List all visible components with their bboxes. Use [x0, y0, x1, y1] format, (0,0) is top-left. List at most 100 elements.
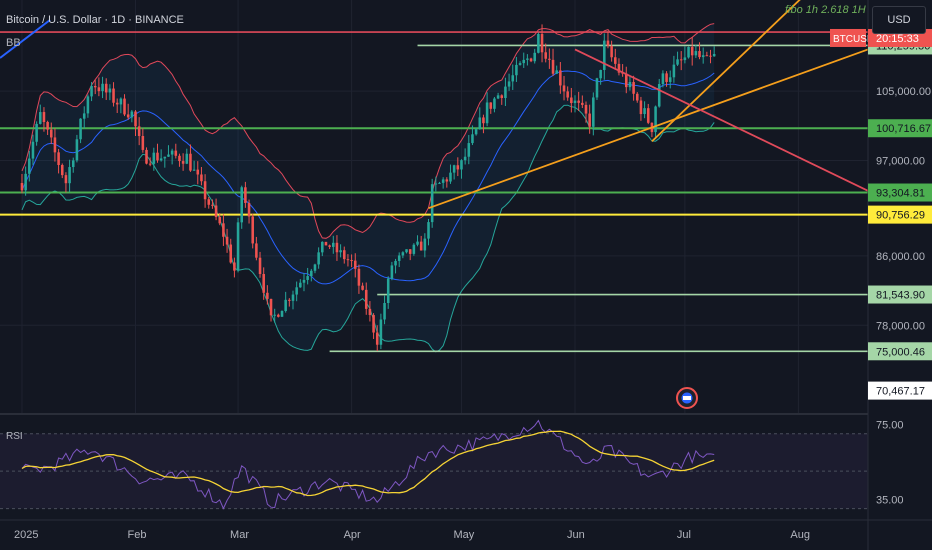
candle-body — [676, 59, 679, 65]
currency-button[interactable]: USD — [872, 6, 926, 34]
candle-body — [474, 129, 478, 135]
horizontal-levels — [0, 31, 868, 353]
candle-body — [445, 179, 449, 182]
candle-body — [247, 202, 251, 217]
candle-body — [584, 104, 588, 114]
candle-body — [306, 276, 309, 280]
rsi-background — [0, 415, 868, 518]
candle-body — [90, 85, 93, 97]
candle-body — [60, 164, 64, 176]
candle-body — [244, 187, 247, 203]
candle-body — [679, 59, 683, 61]
candle-body — [225, 236, 229, 245]
price-labels: 110,259.36100,716.6793,304.8190,756.2981… — [830, 28, 932, 400]
candle-body — [181, 161, 185, 164]
candle-body — [196, 169, 200, 175]
trendlines — [0, 0, 869, 210]
price-tick-label: 86,000.00 — [876, 251, 925, 263]
candle-body — [68, 167, 71, 184]
candle-body — [368, 308, 372, 316]
candle-body — [507, 81, 511, 87]
candle-body — [562, 85, 566, 92]
rsi-tick-label: 35.00 — [876, 494, 904, 506]
candle-body — [588, 113, 591, 127]
symbol-title: Bitcoin / U.S. Dollar · 1D · BINANCE — [6, 14, 184, 26]
candle-body — [456, 165, 460, 170]
candle-body — [712, 53, 716, 57]
candle-body — [269, 298, 273, 316]
candle-body — [504, 86, 507, 99]
time-tick-label: Apr — [344, 529, 361, 541]
candle-body — [258, 257, 262, 274]
candle-body — [240, 187, 244, 223]
level-price-text: 70,467.17 — [876, 386, 925, 398]
candle-body — [178, 155, 181, 162]
candle-body — [573, 100, 577, 104]
candle-body — [20, 183, 24, 191]
candle-body — [288, 299, 291, 301]
candle-body — [170, 150, 174, 155]
candle-body — [266, 292, 269, 299]
level-price-text: 100,716.67 — [876, 123, 931, 135]
candle-body — [42, 112, 46, 122]
candle-body — [82, 113, 86, 119]
candle-body — [701, 55, 705, 58]
candle-body — [551, 59, 555, 74]
candle-body — [515, 64, 518, 76]
candle-body — [639, 100, 643, 115]
candle-body — [284, 299, 287, 312]
rsi-line — [21, 419, 715, 510]
candle-body — [324, 241, 328, 246]
candle-body — [438, 182, 441, 184]
candle-body — [654, 106, 657, 133]
candle-body — [174, 150, 178, 156]
candle-body — [496, 95, 500, 99]
candle-body — [222, 223, 225, 237]
candle-body — [672, 64, 676, 78]
level-price-tag — [868, 381, 932, 400]
candle-body — [112, 88, 115, 103]
candle-body — [185, 153, 189, 164]
candle-body — [416, 241, 419, 245]
news-badge-icon[interactable] — [676, 387, 698, 409]
candle-body — [632, 82, 635, 94]
candle-body — [614, 57, 617, 64]
rsi-indicator-label[interactable]: RSI — [6, 431, 23, 442]
candle-body — [540, 33, 544, 53]
candle-body — [152, 152, 156, 164]
candle-body — [529, 58, 533, 62]
bb-indicator-label[interactable]: BB — [6, 37, 21, 49]
candle-body — [342, 250, 346, 260]
candle-body — [229, 244, 233, 263]
candle-body — [255, 243, 258, 258]
time-tick-label: Aug — [790, 529, 810, 541]
candle-body — [548, 58, 551, 60]
time-tick-label: Jun — [567, 529, 585, 541]
candle-body — [71, 160, 75, 168]
candle-body — [251, 216, 254, 244]
candle-body — [544, 52, 547, 59]
candle-body — [537, 33, 540, 53]
candle-body — [397, 255, 401, 261]
level-price-text: 75,000.46 — [876, 346, 925, 358]
candle-body — [434, 183, 438, 185]
candle-body — [350, 260, 353, 262]
candle-body — [581, 102, 584, 105]
candle-body — [522, 59, 526, 64]
candle-body — [353, 260, 357, 269]
candle-body — [101, 83, 104, 92]
candle-body — [570, 97, 573, 104]
candle-body — [489, 102, 493, 109]
bb-upper-line — [21, 23, 715, 239]
candle-body — [471, 134, 474, 144]
bollinger-bands — [21, 23, 715, 353]
time-tick-label: 2025 — [14, 529, 38, 541]
candle-body — [299, 282, 302, 288]
level-price-tag — [868, 183, 932, 202]
time-tick-label: Mar — [230, 529, 249, 541]
candle-body — [452, 165, 456, 173]
candle-body — [482, 117, 485, 124]
candle-body — [460, 160, 463, 170]
candle-body — [430, 184, 434, 223]
